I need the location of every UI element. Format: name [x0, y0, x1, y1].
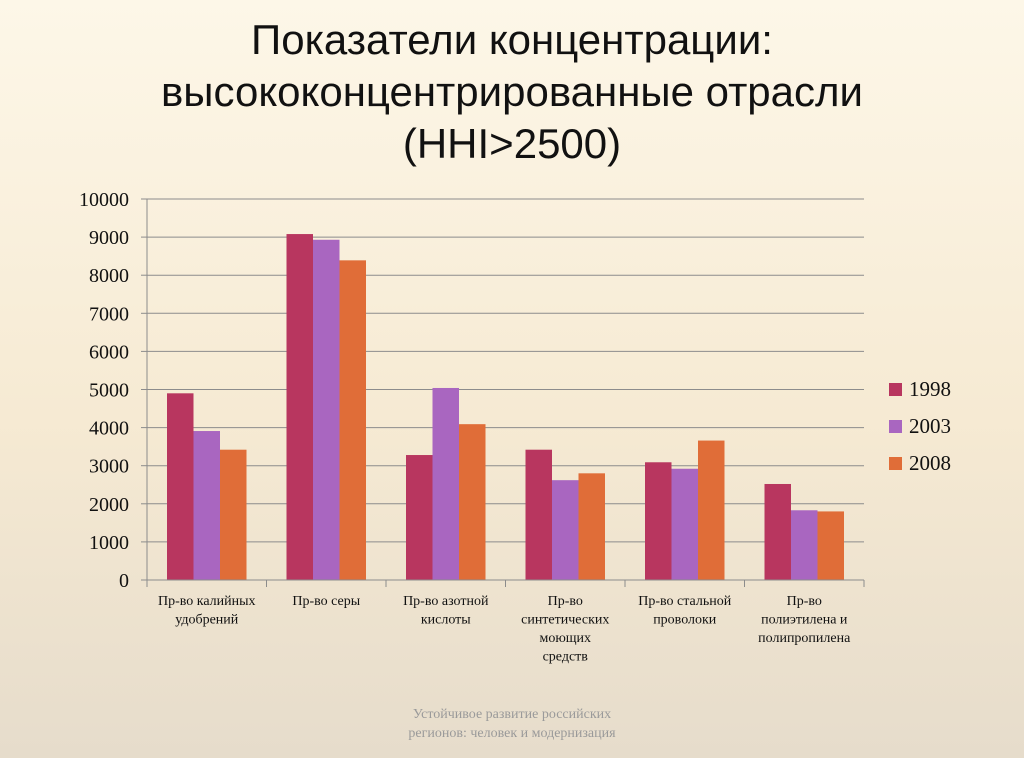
- category-label: Пр-во серы: [292, 594, 360, 609]
- title-line-3: (HHI>2500): [402, 120, 622, 167]
- bar-1998: [167, 393, 194, 580]
- y-tick-label: 6000: [89, 341, 129, 363]
- bar-1998: [525, 449, 552, 580]
- y-tick-label: 0: [119, 570, 129, 592]
- y-tick-label: 9000: [89, 227, 129, 249]
- bar-chart: 0 1000 2000 3000 4000 5000 6000 7000 8000 9000 100…: [79, 189, 951, 665]
- bar-2003: [313, 239, 340, 580]
- category-label: полиэтилена и: [761, 613, 848, 628]
- legend-label: 2003: [909, 414, 951, 438]
- category-labels: Пр-во калийных удобрений Пр-во серы Пр-во а…: [158, 594, 851, 665]
- y-tick-label: 3000: [89, 456, 129, 478]
- y-tick-label: 10000: [79, 189, 129, 211]
- category-label: кислоты: [421, 613, 471, 628]
- bars: [167, 234, 844, 580]
- axes: [141, 198, 865, 587]
- bar-1998: [286, 234, 313, 580]
- bar-2008: [459, 424, 486, 580]
- y-tick-label: 8000: [89, 265, 129, 287]
- legend: 1998 2003 2008: [889, 377, 951, 475]
- y-tick-label: 4000: [89, 418, 129, 440]
- category-label: полипропилена: [758, 631, 851, 646]
- y-tick-label: 1000: [89, 532, 129, 554]
- category-label: моющих: [539, 631, 591, 646]
- category-label: Пр-во стальной: [638, 594, 731, 609]
- category-label: Пр-во: [548, 594, 583, 609]
- title-line-2: высококонцентрированные отрасли: [160, 68, 863, 115]
- category-label: Пр-во калийных: [158, 594, 256, 609]
- bar-1998: [645, 462, 672, 580]
- bar-2008: [698, 440, 725, 580]
- bar-1998: [406, 455, 433, 580]
- footer-line-1: Устойчивое развитие российских: [412, 707, 612, 722]
- bar-2008: [339, 260, 366, 580]
- legend-swatch-2008: [889, 457, 902, 470]
- chart-title: Показатели концентрации: высококонцентри…: [0, 14, 1024, 170]
- category-label: средств: [543, 650, 589, 665]
- legend-label: 2008: [909, 451, 951, 475]
- y-tick-label: 2000: [89, 494, 129, 516]
- bar-1998: [764, 483, 791, 580]
- y-tick-label: 5000: [89, 380, 129, 402]
- footer-line-2: регионов: человек и модернизация: [408, 726, 616, 741]
- bar-2003: [791, 510, 818, 580]
- bar-2003: [552, 480, 579, 580]
- bar-2003: [193, 431, 220, 580]
- bar-2008: [220, 449, 247, 580]
- y-tick-labels: 0 1000 2000 3000 4000 5000 6000 7000 8000 9000 100…: [79, 189, 129, 592]
- bar-2003: [671, 468, 698, 580]
- bar-2008: [578, 473, 605, 580]
- bar-2008: [817, 511, 844, 580]
- category-label: проволоки: [653, 613, 717, 628]
- category-label: синтетических: [521, 613, 609, 628]
- category-label: Пр-во азотной: [403, 594, 489, 609]
- gridlines: [147, 198, 864, 543]
- legend-swatch-2003: [889, 420, 902, 433]
- bar-2003: [432, 387, 459, 580]
- title-line-1: Показатели концентрации:: [251, 16, 773, 63]
- legend-swatch-1998: [889, 383, 902, 396]
- category-label: Пр-во: [787, 594, 822, 609]
- footer: Устойчивое развитие российских регионов:…: [312, 705, 712, 743]
- category-label: удобрений: [175, 613, 239, 628]
- y-tick-label: 7000: [89, 303, 129, 325]
- legend-label: 1998: [909, 377, 951, 401]
